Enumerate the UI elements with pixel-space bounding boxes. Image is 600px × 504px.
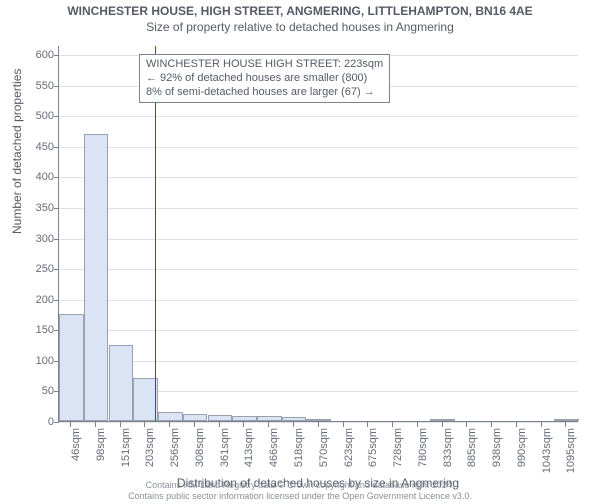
histogram-bar xyxy=(282,417,307,421)
x-tick-mark xyxy=(169,422,170,427)
x-tick-mark xyxy=(144,422,145,427)
y-tick-label: 300 xyxy=(20,233,54,245)
x-tick-mark xyxy=(367,422,368,427)
x-tick-mark xyxy=(491,422,492,427)
x-tick-mark xyxy=(516,422,517,427)
x-tick-mark xyxy=(565,422,566,427)
y-tick-label: 550 xyxy=(20,80,54,92)
x-tick-label: 1095sqm xyxy=(565,428,577,473)
x-tick-label: 203sqm xyxy=(144,428,156,467)
y-tick-label: 100 xyxy=(20,355,54,367)
x-tick-mark xyxy=(318,422,319,427)
y-tick-mark xyxy=(54,55,59,56)
y-axis: 050100150200250300350400450500550600 xyxy=(20,46,54,422)
x-tick-label: 46sqm xyxy=(70,428,82,461)
footnote-line-2: Contains public sector information licen… xyxy=(0,491,600,502)
x-tick-mark xyxy=(442,422,443,427)
y-tick-label: 150 xyxy=(20,324,54,336)
y-tick-mark xyxy=(54,330,59,331)
y-tick-mark xyxy=(54,300,59,301)
x-tick-label: 1043sqm xyxy=(541,428,553,473)
y-tick-label: 200 xyxy=(20,294,54,306)
histogram-bar xyxy=(430,419,455,421)
histogram-bar xyxy=(257,416,282,421)
plot-area: WINCHESTER HOUSE HIGH STREET: 223sqm ← 9… xyxy=(58,46,578,422)
histogram-bar xyxy=(183,414,208,421)
y-tick-label: 450 xyxy=(20,141,54,153)
histogram-bar xyxy=(554,419,579,421)
x-tick-label: 361sqm xyxy=(219,428,231,467)
x-axis: Distribution of detached houses by size … xyxy=(58,422,578,482)
x-tick-label: 256sqm xyxy=(169,428,181,467)
y-tick-mark xyxy=(54,269,59,270)
x-tick-mark xyxy=(417,422,418,427)
x-tick-mark xyxy=(343,422,344,427)
x-tick-label: 780sqm xyxy=(417,428,429,467)
y-tick-mark xyxy=(54,116,59,117)
x-tick-label: 518sqm xyxy=(293,428,305,467)
y-tick-label: 0 xyxy=(20,416,54,428)
x-tick-label: 990sqm xyxy=(516,428,528,467)
histogram-bar xyxy=(306,419,331,421)
x-tick-label: 570sqm xyxy=(318,428,330,467)
x-tick-mark xyxy=(219,422,220,427)
callout-line-3: 8% of semi-detached houses are larger (6… xyxy=(146,86,383,100)
callout-line-2: ← 92% of detached houses are smaller (80… xyxy=(146,72,383,86)
x-tick-mark xyxy=(293,422,294,427)
x-tick-label: 833sqm xyxy=(442,428,454,467)
callout-line-1: WINCHESTER HOUSE HIGH STREET: 223sqm xyxy=(146,58,383,72)
y-tick-label: 50 xyxy=(20,385,54,397)
x-tick-label: 885sqm xyxy=(466,428,478,467)
x-tick-label: 151sqm xyxy=(120,428,132,467)
x-tick-label: 413sqm xyxy=(243,428,255,467)
y-tick-label: 500 xyxy=(20,110,54,122)
title-main: WINCHESTER HOUSE, HIGH STREET, ANGMERING… xyxy=(0,4,600,18)
x-tick-label: 728sqm xyxy=(392,428,404,467)
y-tick-label: 350 xyxy=(20,202,54,214)
x-tick-mark xyxy=(95,422,96,427)
x-tick-label: 623sqm xyxy=(343,428,355,467)
callout-box: WINCHESTER HOUSE HIGH STREET: 223sqm ← 9… xyxy=(139,54,390,103)
x-tick-mark xyxy=(466,422,467,427)
x-tick-mark xyxy=(268,422,269,427)
x-tick-mark xyxy=(243,422,244,427)
histogram-bar xyxy=(158,412,183,421)
y-tick-mark xyxy=(54,391,59,392)
footnote-line-1: Contains HM Land Registry data © Crown c… xyxy=(0,480,600,491)
y-tick-mark xyxy=(54,361,59,362)
y-tick-mark xyxy=(54,86,59,87)
y-tick-mark xyxy=(54,208,59,209)
x-tick-label: 938sqm xyxy=(491,428,503,467)
x-tick-mark xyxy=(70,422,71,427)
x-tick-label: 675sqm xyxy=(367,428,379,467)
y-tick-mark xyxy=(54,147,59,148)
histogram-bar xyxy=(208,415,233,421)
y-tick-label: 600 xyxy=(20,49,54,61)
x-tick-mark xyxy=(120,422,121,427)
title-sub: Size of property relative to detached ho… xyxy=(0,20,600,34)
x-tick-mark xyxy=(541,422,542,427)
y-tick-label: 400 xyxy=(20,171,54,183)
x-tick-mark xyxy=(392,422,393,427)
y-tick-mark xyxy=(54,177,59,178)
x-tick-label: 98sqm xyxy=(95,428,107,461)
x-tick-label: 466sqm xyxy=(268,428,280,467)
histogram-bar xyxy=(59,314,84,421)
x-tick-mark xyxy=(194,422,195,427)
y-tick-label: 250 xyxy=(20,263,54,275)
histogram-bar xyxy=(109,345,134,421)
y-tick-mark xyxy=(54,239,59,240)
chart-area: 050100150200250300350400450500550600 WIN… xyxy=(58,46,578,422)
histogram-bar xyxy=(84,134,109,421)
x-tick-label: 308sqm xyxy=(194,428,206,467)
footnote: Contains HM Land Registry data © Crown c… xyxy=(0,480,600,502)
histogram-bar xyxy=(232,416,257,422)
